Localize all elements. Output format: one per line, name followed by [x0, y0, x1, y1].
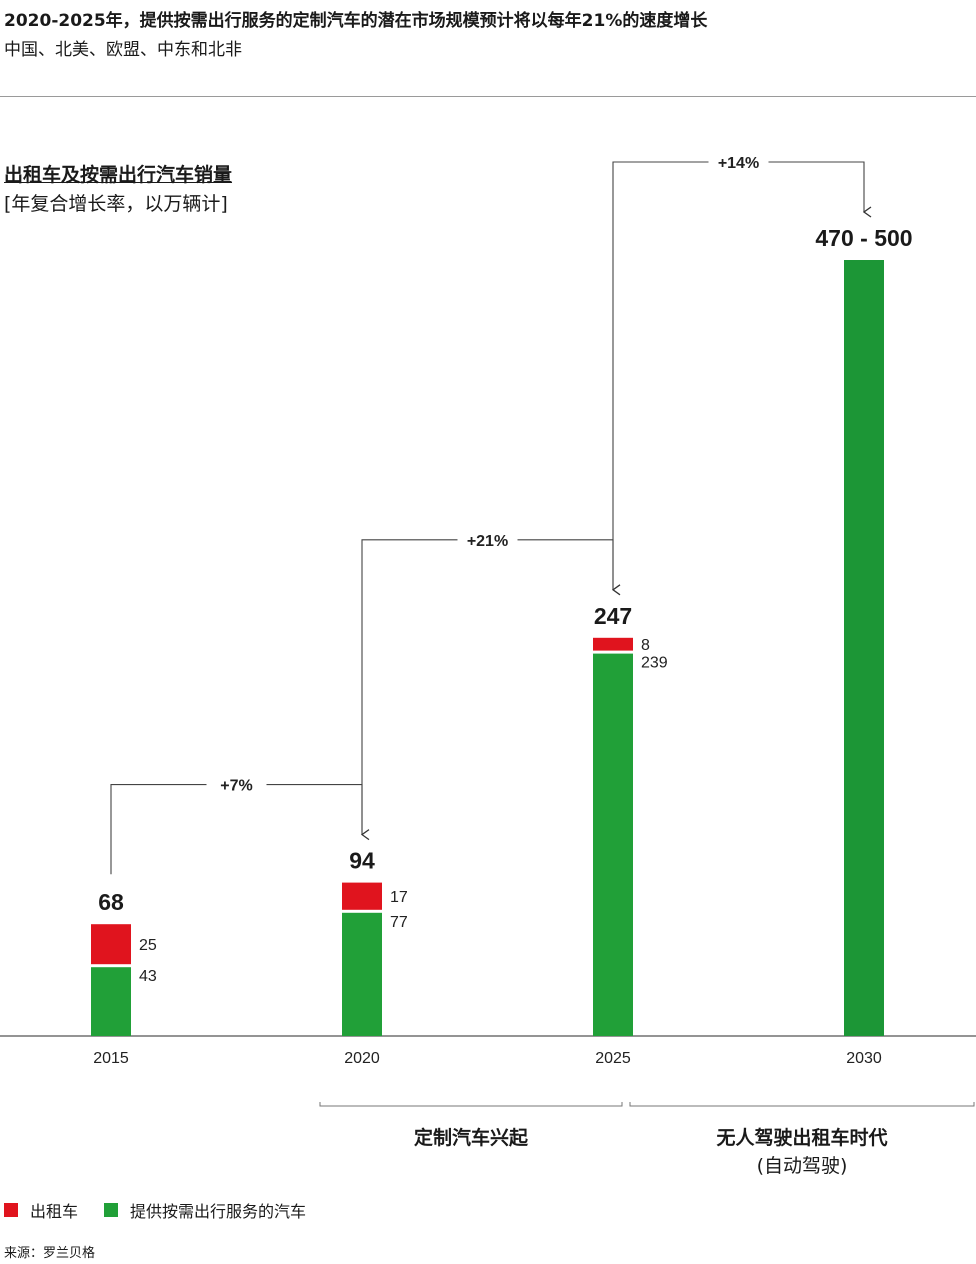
category-label-2025: 2025	[595, 1050, 631, 1067]
segment-label-ondemand-2015: 43	[139, 968, 157, 985]
bar-taxi-2015	[91, 924, 131, 965]
growth-label-2015-2020: +7%	[220, 778, 252, 795]
legend-swatch-ondemand	[104, 1203, 119, 1217]
legend-item-ondemand: 提供按需出行服务的汽车	[104, 1198, 306, 1222]
segment-label-taxi-2020: 17	[390, 889, 408, 906]
growth-arrow-2020-2025	[361, 539, 613, 833]
era-label-custom-cars-title: 定制汽车兴起	[413, 1127, 528, 1149]
chart-title: 出租车及按需出行汽车销量	[4, 164, 233, 186]
subheadline-regions: 中国、北美、欧盟、中东和北非	[4, 40, 242, 60]
bar-ondemand-2020	[342, 912, 382, 1036]
header-divider	[0, 96, 976, 97]
era-label-robotaxi-title: 无人驾驶出租车时代	[716, 1127, 888, 1149]
total-label-2020: 94	[349, 848, 375, 874]
source-note: 来源：罗兰贝格	[4, 1246, 96, 1261]
segment-label-taxi-2025: 8	[641, 637, 650, 654]
legend-label-ondemand: 提供按需出行服务的汽车	[130, 1202, 307, 1221]
bar-taxi-2020	[342, 882, 382, 910]
category-label-2015: 2015	[93, 1050, 129, 1067]
era-label-custom-cars: 定制汽车兴起	[320, 1124, 622, 1152]
total-label-2030: 470 - 500	[815, 225, 912, 251]
segment-label-taxi-2015: 25	[139, 937, 157, 954]
segment-label-ondemand-2020: 77	[390, 914, 408, 931]
growth-label-bg-2025-2030	[708, 151, 769, 173]
era-bracket-1	[319, 1102, 623, 1107]
era-label-robotaxi-sub: (自动驾驶)	[756, 1155, 848, 1177]
growth-arrow-2015-2020	[110, 784, 362, 875]
era-bracket-2	[629, 1102, 975, 1107]
segment-label-ondemand-2025: 239	[641, 655, 668, 672]
category-label-2020: 2020	[344, 1050, 380, 1067]
category-label-2030: 2030	[846, 1050, 882, 1067]
legend-item-taxi: 出租车	[4, 1198, 78, 1222]
total-label-2015: 68	[98, 889, 124, 915]
chart-unit-label: [年复合增长率，以万辆计]	[4, 193, 228, 215]
growth-label-bg-2020-2025	[457, 528, 518, 551]
bar-ondemand-2015	[91, 967, 131, 1036]
legend-swatch-taxi	[4, 1203, 18, 1217]
bar-taxi-2025	[593, 637, 633, 651]
legend: 出租车 提供按需出行服务的汽车	[4, 1198, 332, 1222]
bar-ondemand-2030	[844, 260, 884, 1036]
legend-label-taxi: 出租车	[30, 1202, 79, 1221]
growth-label-2025-2030: +14%	[718, 155, 759, 172]
era-label-robotaxi: 无人驾驶出租车时代 (自动驾驶)	[630, 1124, 974, 1180]
growth-label-bg-2015-2020	[206, 773, 267, 796]
growth-label-2020-2025: +21%	[467, 533, 508, 550]
total-label-2025: 247	[594, 603, 632, 629]
headline: 2020-2025年，提供按需出行服务的定制汽车的潜在市场规模预计将以每年21%…	[4, 11, 708, 31]
bar-ondemand-2025	[593, 653, 633, 1036]
